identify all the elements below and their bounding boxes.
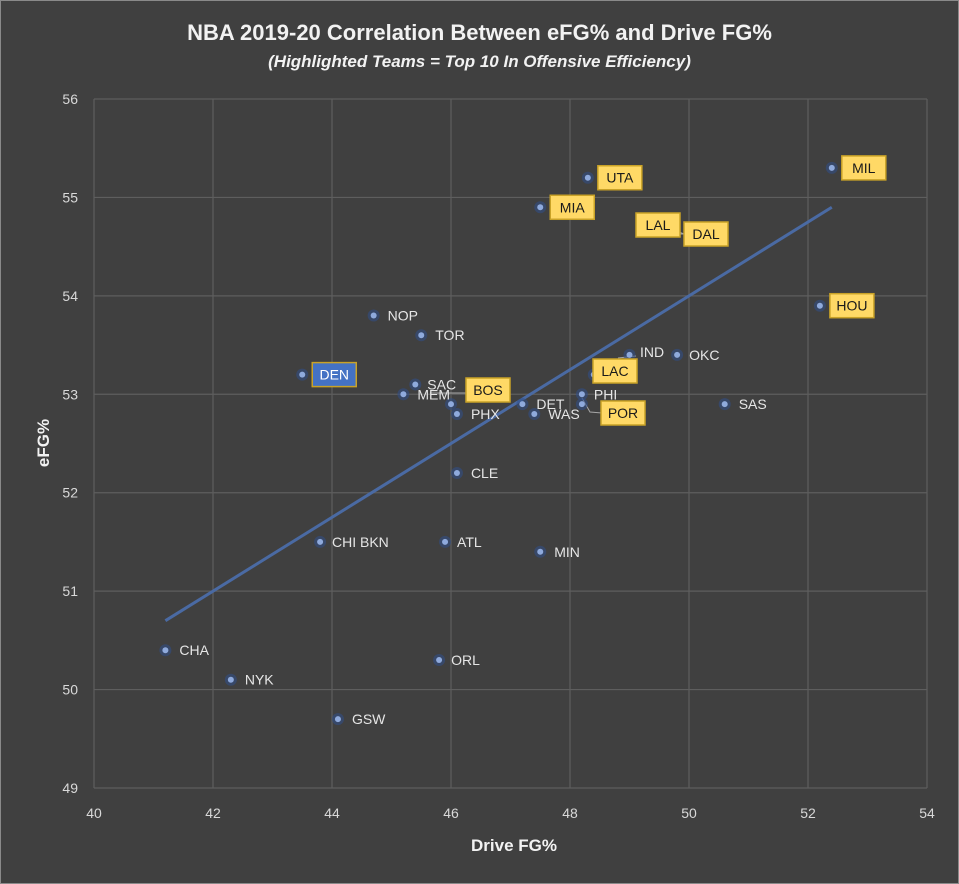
data-point — [537, 548, 544, 555]
data-point — [816, 302, 823, 309]
data-label: NOP — [388, 308, 418, 324]
data-label: CLE — [471, 465, 498, 481]
y-tick-label: 54 — [62, 288, 78, 304]
data-point — [584, 174, 591, 181]
data-label: ATL — [457, 534, 482, 550]
data-point — [317, 538, 324, 545]
data-label: MIN — [554, 544, 580, 560]
x-tick-label: 46 — [443, 805, 459, 821]
data-label: PHX — [471, 406, 500, 422]
highlight-label-box — [600, 400, 646, 426]
data-point — [578, 391, 585, 398]
y-tick-label: 50 — [62, 682, 78, 698]
data-label: HOU — [836, 298, 867, 314]
y-tick-label: 51 — [62, 583, 78, 599]
data-label: IND — [640, 344, 664, 360]
data-label: POR — [608, 405, 638, 421]
data-label: UTA — [606, 170, 634, 186]
data-point — [578, 401, 585, 408]
data-label: OKC — [689, 347, 719, 363]
x-tick-label: 44 — [324, 805, 340, 821]
data-point — [412, 381, 419, 388]
data-point — [162, 647, 169, 654]
y-tick-label: 55 — [62, 189, 78, 205]
data-label: DET — [536, 396, 564, 412]
y-tick-label: 49 — [62, 780, 78, 796]
y-axis-title: eFG% — [34, 419, 53, 467]
highlight-label-box — [829, 292, 875, 319]
highlight-label-box — [549, 194, 595, 221]
y-tick-label: 52 — [62, 485, 78, 501]
data-label: MIA — [560, 199, 586, 215]
data-point — [828, 164, 835, 171]
data-label: SAS — [739, 396, 767, 412]
data-label: TOR — [435, 327, 464, 343]
data-label: DEN — [319, 367, 349, 383]
x-tick-label: 48 — [562, 805, 578, 821]
data-label: PHI — [594, 386, 617, 402]
data-point — [334, 716, 341, 723]
x-tick-label: 42 — [205, 805, 221, 821]
highlight-label-box — [465, 377, 511, 403]
x-tick-label: 50 — [681, 805, 697, 821]
data-label: SAC — [427, 376, 456, 392]
data-label: WAS — [548, 406, 579, 422]
data-label: CHA — [179, 642, 209, 658]
data-label: MEM — [417, 386, 450, 402]
data-point — [453, 410, 460, 417]
highlight-label-box — [597, 164, 643, 191]
data-point — [400, 391, 407, 398]
data-label: ORL — [451, 652, 480, 668]
data-point — [442, 538, 449, 545]
data-point — [418, 332, 425, 339]
data-point — [299, 371, 306, 378]
data-point — [531, 410, 538, 417]
tick-labels: 40 42 44 46 48 50 52 54 49 50 51 52 53 54 55 56 — [62, 91, 935, 821]
data-point — [721, 401, 728, 408]
data-label: DAL — [692, 226, 719, 242]
highlight-label-box — [311, 361, 357, 388]
data-label: GSW — [352, 711, 386, 727]
chart-title: NBA 2019-20 Correlation Between eFG% and… — [187, 20, 772, 45]
trendline — [164, 205, 833, 622]
x-tick-label: 54 — [919, 805, 935, 821]
highlight-label-box — [635, 212, 681, 238]
highlight-label-box — [592, 358, 638, 384]
y-tick-label: 53 — [62, 386, 78, 402]
data-point — [519, 401, 526, 408]
highlight-label-box — [841, 155, 887, 181]
gridlines — [93, 98, 928, 789]
data-point — [448, 401, 454, 408]
chart-subtitle: (Highlighted Teams = Top 10 In Offensive… — [268, 52, 691, 71]
data-points — [159, 161, 838, 726]
data-point — [674, 351, 681, 358]
x-tick-label: 52 — [800, 805, 816, 821]
data-label: MIL — [852, 160, 876, 176]
data-label: BKN — [360, 534, 389, 550]
y-tick-label: 56 — [62, 91, 78, 107]
data-label: LAC — [601, 363, 628, 379]
data-point — [453, 470, 460, 477]
data-label: CHI — [332, 534, 356, 550]
data-label: LAL — [646, 217, 671, 233]
x-axis-title: Drive FG% — [471, 836, 557, 855]
x-tick-label: 40 — [86, 805, 102, 821]
highlight-label-box — [683, 221, 729, 247]
data-label: NYK — [245, 672, 274, 688]
data-label: BOS — [473, 382, 503, 398]
data-point — [626, 351, 633, 358]
data-point — [227, 676, 234, 683]
trendline-group — [164, 205, 833, 622]
data-point — [436, 657, 443, 664]
data-point — [370, 312, 377, 319]
data-point — [537, 204, 544, 211]
